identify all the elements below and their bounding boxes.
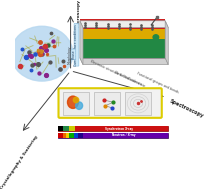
Bar xyxy=(94,92,120,115)
Bar xyxy=(74,133,78,138)
Bar xyxy=(78,133,83,138)
Bar xyxy=(63,133,66,138)
Polygon shape xyxy=(80,21,83,65)
Ellipse shape xyxy=(76,102,83,109)
Bar xyxy=(80,29,165,39)
Bar xyxy=(58,126,63,131)
Polygon shape xyxy=(165,21,168,65)
Circle shape xyxy=(11,26,73,81)
Bar xyxy=(80,39,165,48)
Text: Microscopy: Microscopy xyxy=(77,0,81,27)
Text: Functional groups and bonds: Functional groups and bonds xyxy=(136,71,179,94)
Bar xyxy=(63,92,89,115)
Bar xyxy=(69,126,75,131)
Text: Synchrotron X-ray: Synchrotron X-ray xyxy=(105,126,133,131)
Bar xyxy=(66,126,69,131)
Bar xyxy=(80,48,165,58)
Text: Electronic structure & Oxidation state: Electronic structure & Oxidation state xyxy=(89,59,145,88)
Bar xyxy=(58,133,63,138)
Bar xyxy=(58,133,168,138)
Ellipse shape xyxy=(68,96,78,108)
Text: Current surface conditions: Current surface conditions xyxy=(74,24,79,66)
Text: Morphology: Morphology xyxy=(67,45,71,64)
Polygon shape xyxy=(80,21,168,28)
Polygon shape xyxy=(80,58,168,65)
Text: Spectroscopy: Spectroscopy xyxy=(168,98,204,119)
Text: Crystallography & Scattering: Crystallography & Scattering xyxy=(0,135,39,189)
Bar xyxy=(80,19,165,29)
Text: Phase: Phase xyxy=(71,50,75,59)
Ellipse shape xyxy=(73,97,79,103)
Text: Elemental valence: Elemental valence xyxy=(114,70,143,86)
FancyBboxPatch shape xyxy=(59,88,162,118)
Polygon shape xyxy=(80,21,165,58)
Bar xyxy=(69,133,74,138)
Bar xyxy=(58,126,168,131)
Bar xyxy=(83,133,168,138)
Bar xyxy=(63,126,66,131)
Bar xyxy=(125,92,151,115)
Bar xyxy=(66,133,69,138)
Bar xyxy=(75,126,168,131)
Text: Neutron / X-ray: Neutron / X-ray xyxy=(112,133,136,137)
Circle shape xyxy=(153,35,159,40)
